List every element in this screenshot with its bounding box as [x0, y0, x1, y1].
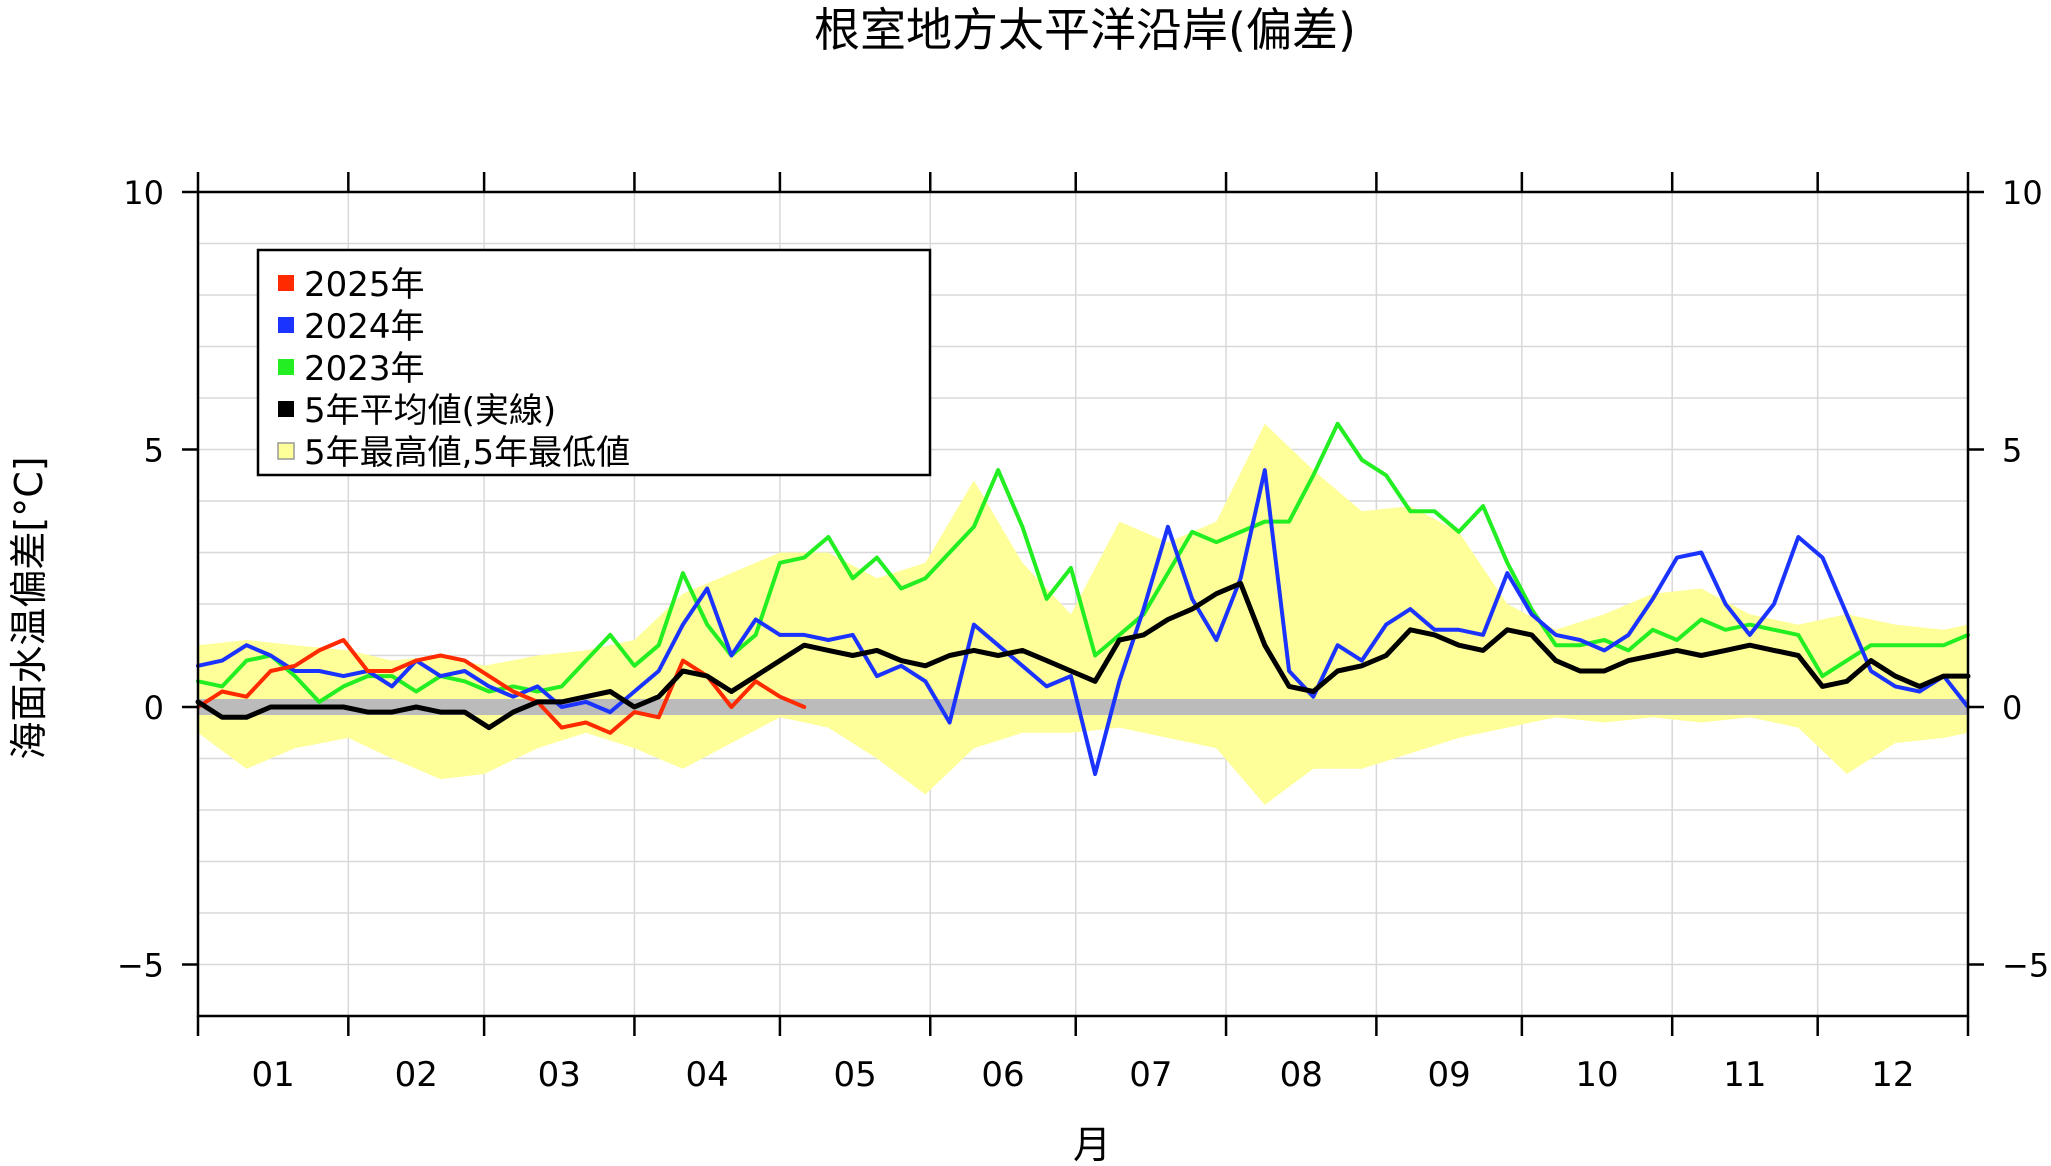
x-tick-label: 06 — [981, 1055, 1024, 1095]
x-tick-label: 01 — [252, 1055, 295, 1095]
y-tick-label-left: 10 — [123, 174, 164, 212]
y-tick-label-right: −5 — [2002, 947, 2049, 985]
x-tick-label: 11 — [1723, 1055, 1766, 1095]
y-tick-label-left: 0 — [144, 689, 164, 727]
x-tick-label: 07 — [1129, 1055, 1172, 1095]
y-tick-label-right: 0 — [2002, 689, 2022, 727]
series-line-3 — [195, 580, 1971, 731]
legend-label: 2024年 — [304, 307, 425, 347]
y-tick-label-right: 5 — [2002, 432, 2022, 470]
legend-swatch — [277, 442, 295, 460]
x-axis-label: 月 — [1073, 1123, 1111, 1166]
x-tick-label: 05 — [833, 1055, 876, 1095]
x-tick-label: 08 — [1280, 1055, 1323, 1095]
legend-label: 2023年 — [304, 349, 425, 389]
legend-box — [256, 248, 932, 477]
x-tick-label: 03 — [538, 1055, 581, 1095]
plot-frame — [196, 190, 1970, 1018]
legend-swatch — [278, 401, 294, 417]
y-tick-label-left: 5 — [144, 432, 164, 470]
y-axis-label: 海面水温偏差[°C] — [7, 456, 51, 759]
legend-swatch — [278, 317, 294, 333]
legend-label: 5年最高値,5年最低値 — [304, 433, 630, 473]
legend-label: 2025年 — [304, 265, 425, 305]
legend-label: 5年平均値(実線) — [304, 391, 556, 431]
y-tick-label-right: 10 — [2002, 174, 2043, 212]
x-tick-label: 10 — [1575, 1055, 1618, 1095]
axes: 10 10 5 5 0 0 −5 −5 01 02 03 04 05 06 07 08 09 10 11 12 — [117, 172, 2049, 1095]
y-tick-label-left: −5 — [117, 947, 164, 985]
series-layer — [195, 421, 1971, 776]
x-tick-label: 04 — [686, 1055, 729, 1095]
legend-swatch — [278, 359, 294, 375]
series-line-2 — [196, 421, 1970, 704]
x-tick-label: 09 — [1427, 1055, 1470, 1095]
series-line-1 — [196, 468, 1970, 776]
x-tick-label: 12 — [1871, 1055, 1914, 1095]
chart-title: 根室地方太平洋沿岸(偏差) — [814, 3, 1356, 57]
legend-swatch — [278, 275, 294, 291]
x-tick-label: 02 — [395, 1055, 438, 1095]
